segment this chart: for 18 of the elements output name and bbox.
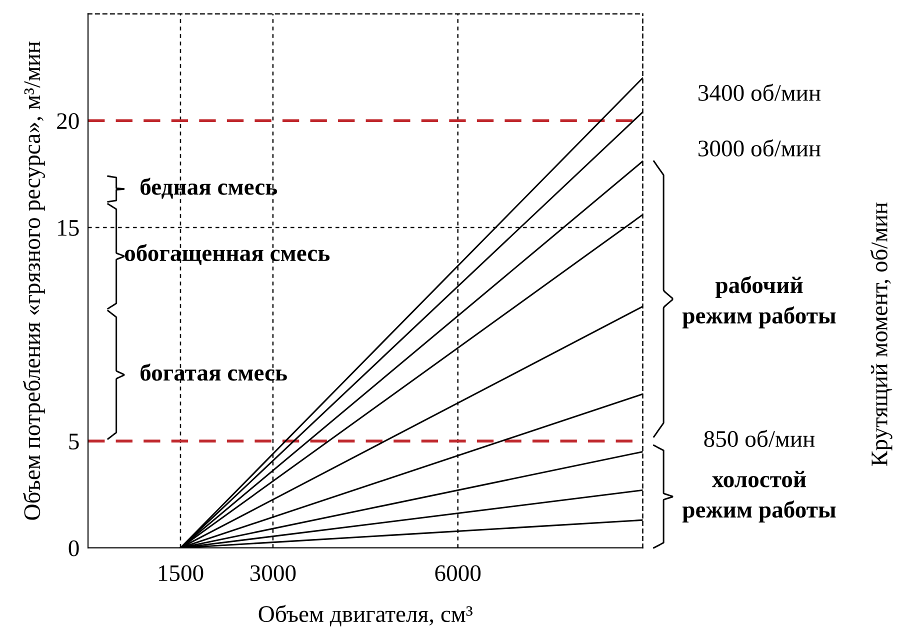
text: холостой режим работы (682, 470, 836, 522)
annotation: богатая смесь (140, 364, 287, 381)
y-tick-label: 5 (69, 434, 79, 450)
x-axis-title: Объем двигателя, см³ (258, 604, 472, 626)
x-tick-label: 1500 (158, 565, 204, 582)
y-tick-label: 0 (68, 540, 79, 556)
y-axis-title: Объем потребления «грязного ресурса», м³/мин (22, 42, 45, 520)
annotation: обогащенная смесь (124, 244, 330, 265)
text: Крутящий момент, об/мин (870, 202, 892, 466)
text: 3400 об/мин (698, 84, 821, 101)
text: рабочий режим работы (682, 276, 836, 328)
x-tick-label: 6000 (435, 565, 481, 582)
y-tick-label: 15 (58, 220, 79, 236)
x-tick-label: 3000 (250, 565, 296, 582)
text: 850 об/мин (704, 430, 815, 447)
annotation: бедная смесь (140, 178, 278, 199)
text: 3000 об/мин (698, 139, 821, 156)
y-tick-label: 20 (57, 113, 79, 130)
